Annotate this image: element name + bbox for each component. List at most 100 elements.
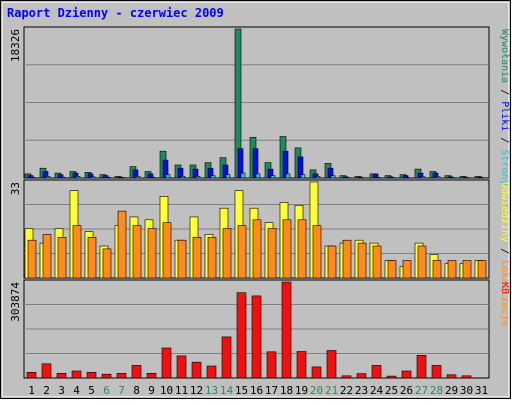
bar-top-strony-4 [76,176,80,178]
bar-top-strony-28 [436,177,440,178]
bar-bottom-kb-26 [402,371,411,378]
bar-middle-lokalizacje-19 [298,220,306,278]
bar-bottom-kb-23 [357,374,366,378]
bar-bottom-kb-14 [222,337,231,378]
x-tick-label-5: 5 [88,384,95,397]
x-tick-label-6: 6 [103,384,110,397]
bar-bottom-kb-13 [207,366,216,378]
bar-top-strony-16 [256,174,260,178]
bar-middle-lokalizacje-24 [373,246,381,278]
bar-middle-lokalizacje-8 [133,226,141,278]
bar-middle-lokalizacje-15 [238,226,246,278]
x-tick-label-8: 8 [133,384,140,397]
chart-title: Raport Dzienny - czerwiec 2009 [7,6,224,20]
bar-bottom-kb-15 [237,293,246,378]
bar-top-strony-12 [196,176,200,178]
bar-top-strony-19 [301,175,305,178]
x-tick-label-9: 9 [148,384,155,397]
bar-bottom-kb-2 [42,364,51,378]
bar-middle-lokalizacje-7 [118,211,126,278]
bar-middle-lokalizacje-6 [103,249,111,278]
bar-top-strony-2 [46,176,50,178]
bar-bottom-kb-18 [282,282,291,378]
panel-bottom-y-max-label: 303874 [9,282,22,322]
x-tick-label-26: 26 [400,384,413,397]
bar-middle-lokalizacje-27 [418,246,426,278]
x-tick-label-19: 19 [295,384,308,397]
bar-middle-lokalizacje-9 [148,229,156,279]
bar-bottom-kb-21 [327,351,336,379]
x-tick-label-27: 27 [415,384,428,397]
bar-bottom-kb-8 [132,365,141,378]
x-tick-label-28: 28 [430,384,443,397]
bar-top-strony-24 [376,177,380,178]
bar-middle-lokalizacje-4 [73,226,81,278]
legend-entry: / [499,131,510,149]
bar-top-strony-1 [31,177,35,178]
bar-top-strony-5 [91,177,95,178]
bar-top-strony-11 [181,176,185,178]
x-tick-label-25: 25 [385,384,398,397]
bar-bottom-kb-30 [462,376,471,378]
bar-middle-lokalizacje-17 [268,229,276,279]
panel-middle-y-max-label: 33 [9,182,22,195]
legend-entry: / [499,83,510,101]
panel-middle-legend: Odwiedziny / Lokalizacje [499,182,510,327]
x-tick-label-31: 31 [475,384,488,397]
bar-bottom-kb-20 [312,367,321,378]
bar-bottom-kb-1 [27,372,36,378]
bar-top-strony-13 [211,176,215,178]
x-tick-label-17: 17 [265,384,278,397]
legend-entry: Pliki [499,101,510,131]
x-tick-label-18: 18 [280,384,293,397]
bar-bottom-kb-29 [447,375,456,378]
x-tick-label-11: 11 [175,384,188,397]
panel-top-legend: Wywołania / Pliki / Strony [499,29,510,186]
bar-top-strony-21 [331,176,335,178]
bar-bottom-kb-22 [342,376,351,378]
legend-entry: KB [499,282,510,294]
bar-middle-lokalizacje-11 [178,240,186,278]
bar-middle-lokalizacje-3 [58,237,66,278]
bar-middle-lokalizacje-23 [358,243,366,278]
bar-middle-lokalizacje-20 [313,226,321,278]
x-tick-label-7: 7 [118,384,125,397]
bar-middle-lokalizacje-10 [163,223,171,278]
bar-middle-lokalizacje-25 [388,261,396,279]
bar-middle-lokalizacje-26 [403,261,411,279]
panel-bottom: 303874 KB [9,280,510,378]
bar-bottom-kb-25 [387,376,396,378]
bar-top-strony-8 [136,176,140,178]
x-tick-label-13: 13 [205,384,218,397]
bar-bottom-kb-12 [192,362,201,378]
bar-middle-lokalizacje-13 [208,237,216,278]
x-tick-label-21: 21 [325,384,338,397]
bar-bottom-kb-4 [72,371,81,378]
bar-bottom-kb-3 [57,373,66,378]
bar-middle-lokalizacje-12 [193,237,201,278]
legend-entry: / [499,242,510,260]
bar-bottom-kb-28 [432,365,441,378]
bar-middle-lokalizacje-16 [253,220,261,278]
bar-bottom-kb-17 [267,352,276,378]
bar-middle-lokalizacje-30 [463,261,471,279]
bar-middle-lokalizacje-31 [478,261,486,279]
bar-middle-lokalizacje-29 [448,261,456,279]
panel-top-y-max-label: 18326 [9,29,22,62]
x-tick-label-1: 1 [28,384,35,397]
legend-entry: Wywołania [499,29,510,83]
x-tick-label-4: 4 [73,384,80,397]
legend-entry: Strony [499,149,510,185]
bar-bottom-kb-5 [87,372,96,378]
bar-middle-lokalizacje-18 [283,220,291,278]
bar-bottom-kb-10 [162,348,171,378]
bar-middle-lokalizacje-14 [223,229,231,279]
bar-bottom-kb-6 [102,374,111,378]
bar-top-strony-9 [151,177,155,178]
bar-top-strony-27 [421,177,425,178]
bar-middle-lokalizacje-2 [43,234,51,278]
bar-top-strony-6 [106,177,110,178]
x-tick-label-15: 15 [235,384,248,397]
bar-top-strony-17 [271,176,275,178]
